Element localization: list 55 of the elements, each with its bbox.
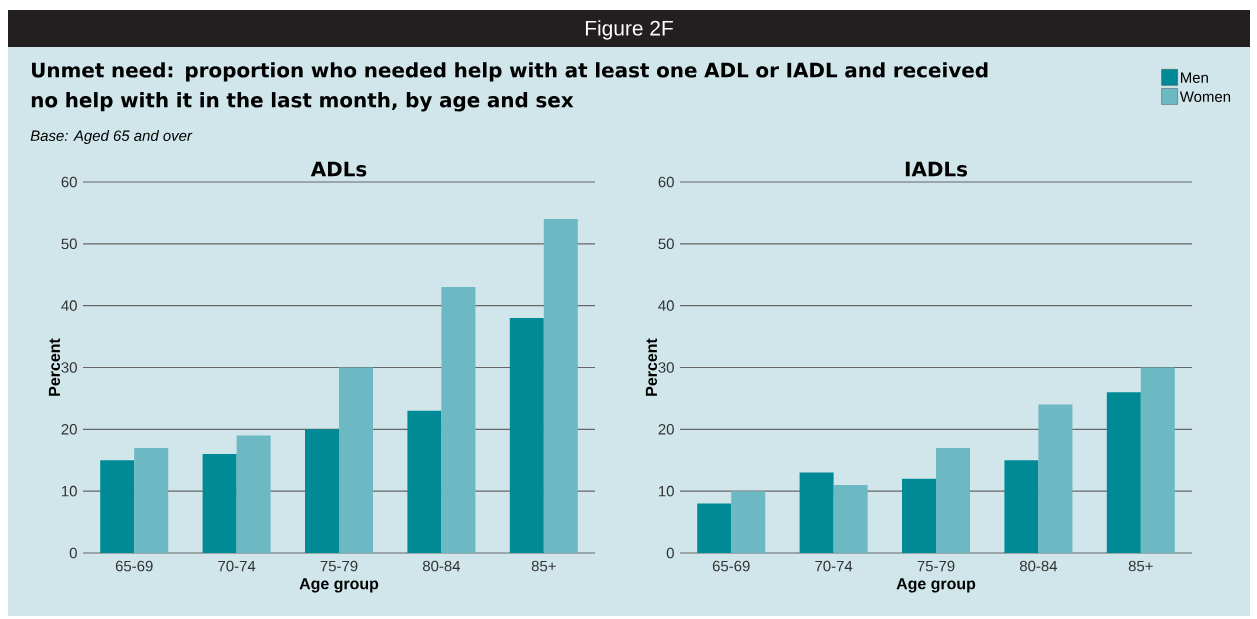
chart-title: ADLs — [310, 161, 367, 177]
bar — [100, 460, 135, 553]
y-tick-label: 40 — [61, 300, 77, 311]
bar — [1140, 367, 1175, 553]
y-tick-label: 0 — [666, 547, 674, 559]
legend-label: Women — [1179, 91, 1231, 102]
bar — [202, 454, 237, 553]
y-axis-title: Percent — [645, 338, 658, 396]
y-tick-label: 40 — [658, 300, 674, 311]
y-tick-label: 20 — [61, 424, 77, 435]
bar — [441, 287, 476, 553]
x-tick-label: 80-84 — [422, 560, 461, 572]
bar — [731, 491, 766, 553]
y-tick-label: 50 — [61, 238, 77, 250]
text: Unmet need: proportion who needed help with at least one ADL or IADL and received no help with it in the last month, by age and sex — [31, 62, 988, 112]
bar — [543, 219, 578, 553]
y-tick-label: 10 — [659, 485, 674, 497]
x-tick-label: 70-74 — [218, 560, 256, 572]
bar — [799, 472, 834, 553]
bar — [1038, 404, 1073, 553]
y-tick-label: 30 — [658, 362, 674, 373]
x-axis-title: Age group — [896, 578, 976, 593]
x-tick-label: 65-69 — [712, 560, 750, 572]
bar — [407, 410, 442, 553]
x-tick-label: 75-79 — [917, 560, 955, 572]
x-tick-label: 75-79 — [320, 560, 358, 572]
bar — [236, 435, 271, 553]
y-axis-title: Percent — [48, 338, 61, 396]
bar — [339, 367, 374, 553]
y-tick-label: 50 — [658, 238, 674, 250]
y-tick-label: 60 — [658, 176, 674, 188]
bar — [1106, 392, 1141, 553]
bar — [936, 447, 971, 553]
caption: Figure 2F — [585, 20, 673, 40]
bar — [305, 429, 340, 553]
text: Base: Aged 65 and over — [30, 130, 193, 144]
x-tick-label: 65-69 — [115, 560, 153, 572]
bar — [697, 503, 732, 553]
x-axis-title: Age group — [299, 578, 379, 593]
x-tick-label: 85+ — [531, 560, 556, 572]
bar — [1004, 460, 1039, 553]
y-tick-label: 60 — [61, 176, 77, 188]
y-tick-label: 20 — [658, 424, 674, 435]
y-tick-label: 0 — [69, 547, 77, 559]
legend-label: Men — [1181, 72, 1208, 83]
x-tick-label: 80-84 — [1019, 560, 1058, 572]
bar — [902, 478, 937, 553]
y-tick-label: 10 — [62, 485, 77, 497]
bar — [833, 484, 868, 553]
x-tick-label: 70-74 — [815, 560, 853, 572]
x-tick-label: 85+ — [1128, 560, 1153, 572]
bar — [134, 447, 169, 553]
chart-title: IADLs — [905, 161, 968, 177]
bar — [509, 318, 544, 553]
y-tick-label: 30 — [61, 362, 77, 373]
